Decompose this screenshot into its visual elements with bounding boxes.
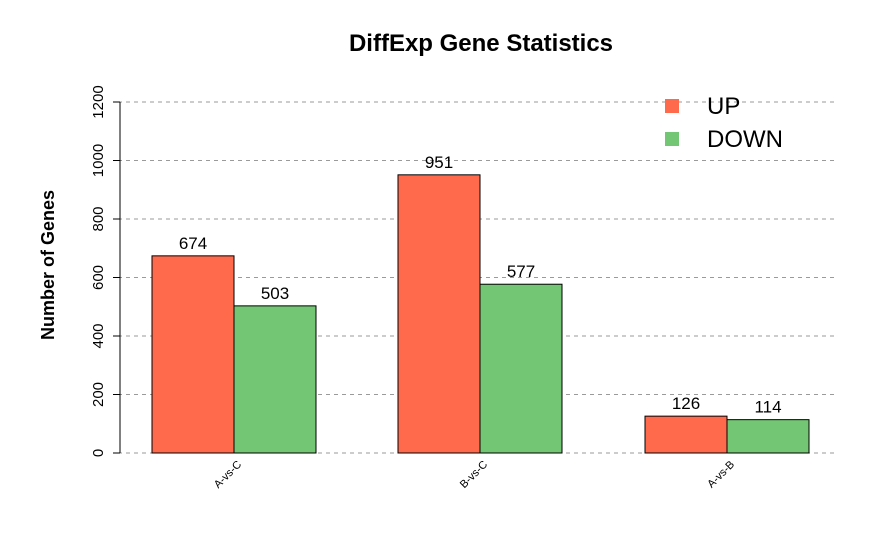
y-tick-label: 200 xyxy=(90,382,107,407)
legend-label-down: DOWN xyxy=(707,126,783,153)
y-tick-label: 1000 xyxy=(90,144,107,177)
legend-swatch-up xyxy=(665,99,679,113)
y-axis: 0 200 400 600 800 1000 1200 xyxy=(90,85,121,457)
value-label: 674 xyxy=(179,234,207,253)
legend-swatch-down xyxy=(665,132,679,146)
bar-up xyxy=(644,415,728,454)
legend-label-up: UP xyxy=(707,93,740,120)
legend: UP DOWN xyxy=(665,93,783,153)
bar-down xyxy=(726,419,810,454)
chart-title: DiffExp Gene Statistics xyxy=(349,30,613,57)
bar-down xyxy=(233,305,317,454)
bar-up xyxy=(397,174,481,454)
value-label: 114 xyxy=(754,398,781,417)
y-tick-label: 1200 xyxy=(90,85,107,118)
value-label: 503 xyxy=(261,284,289,303)
bar-down xyxy=(479,283,563,454)
y-tick-label: 0 xyxy=(90,449,107,457)
y-axis-label: Number of Genes xyxy=(38,190,58,340)
bar-up xyxy=(151,255,235,454)
x-tick-label: A-vs-C xyxy=(212,459,244,491)
x-tick-labels-group: A-vs-C B-vs-C A-vs-B xyxy=(212,459,737,491)
value-labels-group: 674 503 951 577 126 114 xyxy=(179,153,782,417)
y-tick-label: 600 xyxy=(90,265,107,290)
x-tick-label: B-vs-C xyxy=(458,459,490,491)
x-tick-label: A-vs-B xyxy=(705,459,737,491)
value-label: 126 xyxy=(672,394,700,413)
value-label: 951 xyxy=(425,153,453,172)
y-tick-label: 800 xyxy=(90,206,107,231)
y-tick-label: 400 xyxy=(90,323,107,348)
bars-group xyxy=(151,174,810,454)
value-label: 577 xyxy=(507,262,535,281)
